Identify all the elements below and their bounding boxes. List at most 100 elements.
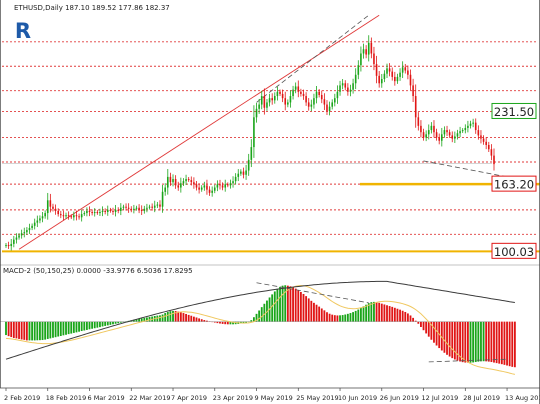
candle-body: [360, 53, 362, 66]
candle-body: [247, 159, 250, 171]
candle-body: [88, 210, 91, 212]
candle-body: [474, 122, 477, 131]
rising-trendline: [18, 14, 380, 250]
x-tick-label: 13 Aug 2019: [505, 394, 540, 402]
candle-body: [190, 180, 193, 183]
candle-body: [133, 208, 135, 210]
macd-bar: [198, 318, 201, 322]
macd-bar: [326, 312, 328, 322]
candle-body: [263, 96, 266, 108]
candle-body: [54, 208, 57, 211]
candle-body: [464, 127, 467, 131]
level-label-163-box: [491, 175, 537, 192]
candle-body: [331, 102, 334, 107]
x-tick-label: 28 Jul 2019: [463, 394, 500, 402]
candle-body: [451, 135, 454, 139]
macd-bar: [190, 315, 193, 322]
candle-body: [427, 130, 430, 135]
macd-bar: [346, 313, 349, 322]
macd-bar: [57, 321, 60, 337]
candle-body: [187, 179, 190, 181]
candle-body: [339, 85, 341, 92]
macd-bar: [333, 315, 336, 322]
broker-logo: R: [14, 19, 32, 43]
x-tick-label: 6 Mar 2019: [88, 394, 125, 402]
candle-body: [59, 214, 62, 216]
macd-bar: [18, 321, 20, 339]
macd-bar: [480, 321, 482, 362]
macd-bar: [138, 318, 141, 322]
macd-bar: [435, 321, 438, 346]
macd-bar: [12, 321, 15, 339]
macd-bar: [427, 321, 430, 337]
candle-body: [99, 212, 101, 214]
macd-bar: [406, 313, 409, 322]
candle-body: [148, 206, 151, 208]
candle-body: [213, 187, 216, 191]
candle-body: [284, 98, 287, 105]
logo-r-glyph: R: [14, 19, 32, 43]
macd-bar: [289, 286, 292, 322]
x-tick-label: 7 Apr 2019: [171, 394, 207, 402]
macd-bar: [279, 286, 281, 322]
macd-bar: [310, 300, 313, 322]
macd-bar: [414, 320, 417, 322]
candle-body: [315, 91, 318, 99]
macd-bar: [378, 302, 381, 322]
macd-bar: [469, 321, 472, 363]
macd-bar: [266, 300, 268, 322]
candle-body: [237, 173, 240, 177]
candle-body: [493, 155, 495, 165]
candle-body: [367, 42, 370, 55]
macd-bar: [242, 321, 245, 324]
macd-bar: [422, 321, 425, 331]
candle-body: [31, 225, 33, 228]
candle-body: [15, 237, 18, 240]
candle-body: [294, 86, 297, 90]
candle-body: [373, 53, 375, 65]
falling-wedge-line: [423, 160, 508, 178]
candle-body: [125, 206, 127, 208]
candle-body: [430, 125, 433, 131]
macd-bar: [341, 315, 344, 322]
candle-body: [370, 42, 373, 54]
candle-body: [344, 83, 347, 88]
candle-body: [23, 232, 26, 234]
candle-body: [203, 185, 206, 188]
macd-bar: [477, 321, 480, 362]
macd-bar: [466, 321, 469, 363]
macd-bar: [305, 296, 308, 322]
macd-bar: [354, 310, 357, 322]
macd-bar: [83, 321, 86, 331]
candle-body: [172, 179, 174, 183]
macd-bar: [344, 314, 347, 322]
macd-bar: [179, 312, 182, 322]
macd-bar: [117, 321, 120, 324]
candle-body: [185, 179, 187, 182]
macd-bar: [135, 319, 138, 322]
macd-bar: [417, 321, 420, 324]
candle-body: [448, 132, 451, 136]
macd-bar: [508, 321, 511, 367]
candle-body: [229, 183, 232, 186]
macd-bar: [164, 313, 167, 322]
candle-body: [177, 185, 180, 188]
candle-body: [219, 184, 221, 186]
candle-body: [404, 67, 407, 71]
macd-bar: [226, 321, 229, 325]
candle-body: [117, 209, 120, 211]
x-tick-label: 18 Feb 2019: [46, 394, 86, 402]
macd-divergence-lower: [428, 358, 508, 363]
macd-bar: [443, 321, 446, 353]
candle-body: [240, 171, 242, 174]
candle-body: [438, 137, 441, 141]
macd-bar: [459, 321, 461, 362]
macd-bar: [54, 321, 57, 338]
candle-body: [91, 212, 93, 214]
macd-bar: [500, 321, 503, 365]
candle-body: [44, 213, 46, 217]
macd-bar: [352, 312, 354, 322]
candle-body: [86, 210, 88, 214]
macd-bar: [23, 321, 26, 340]
macd-bar: [216, 321, 219, 324]
